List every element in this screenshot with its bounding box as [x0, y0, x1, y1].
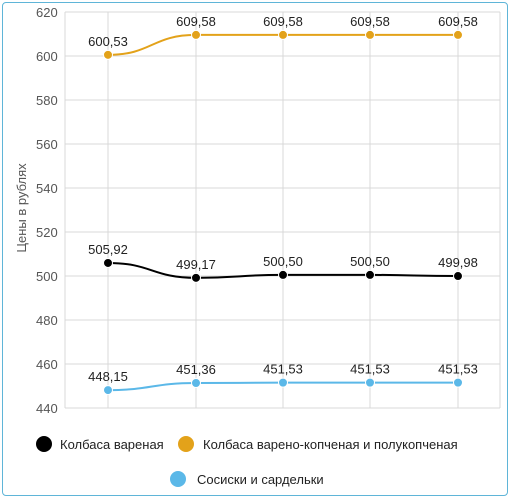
series-3: 448,15 451,36 451,53 451,53 451,53	[88, 362, 478, 396]
data-point[interactable]	[103, 257, 113, 268]
data-label: 609,58	[263, 14, 303, 29]
y-tick-label: 500	[36, 269, 58, 284]
data-label: 451,36	[176, 362, 216, 377]
series-lines: 505,92 499,17 500,50 500,50 499,98 600,53 609,…	[88, 14, 478, 396]
data-point[interactable]	[191, 29, 201, 40]
legend[interactable]: Колбаса вареная Колбаса варено-копченая и…	[36, 436, 458, 487]
data-point[interactable]	[278, 269, 288, 280]
data-label: 499,17	[176, 257, 216, 272]
y-tick-label: 460	[36, 357, 58, 372]
y-tick-label: 520	[36, 225, 58, 240]
data-label: 609,58	[176, 14, 216, 29]
chart-frame	[2, 2, 508, 496]
data-label: 451,53	[438, 362, 478, 377]
grid-lines	[64, 11, 501, 409]
data-point[interactable]	[278, 29, 288, 40]
legend-marker	[36, 436, 52, 452]
data-label: 609,58	[350, 14, 390, 29]
data-point[interactable]	[278, 377, 288, 388]
data-label: 609,58	[438, 14, 478, 29]
data-point[interactable]	[453, 377, 463, 388]
series-2: 600,53 609,58 609,58 609,58 609,58	[88, 14, 478, 60]
legend-item[interactable]: Колбаса вареная	[36, 436, 164, 452]
data-point[interactable]	[191, 272, 201, 283]
data-label: 448,15	[88, 369, 128, 384]
data-point[interactable]	[103, 49, 113, 60]
data-point[interactable]	[191, 378, 201, 389]
data-label: 505,92	[88, 242, 128, 257]
data-point[interactable]	[453, 29, 463, 40]
data-label: 500,50	[350, 254, 390, 269]
legend-label: Колбаса вареная	[60, 437, 164, 452]
data-point[interactable]	[365, 29, 375, 40]
y-axis-ticks: 440 460 480 500 520 540 560 580 600 620	[36, 5, 58, 416]
data-label: 451,53	[263, 362, 303, 377]
legend-marker	[178, 436, 194, 452]
legend-item[interactable]: Колбаса варено-копченая и полукопченая	[178, 436, 458, 452]
y-tick-label: 440	[36, 401, 58, 416]
y-tick-label: 620	[36, 5, 58, 20]
data-label: 499,98	[438, 255, 478, 270]
data-point[interactable]	[453, 271, 463, 282]
y-tick-label: 580	[36, 93, 58, 108]
legend-label: Колбаса варено-копченая и полукопченая	[203, 437, 458, 452]
y-tick-label: 560	[36, 137, 58, 152]
y-tick-label: 540	[36, 181, 58, 196]
legend-item[interactable]: Сосиски и сардельки	[170, 471, 324, 487]
legend-label: Сосиски и сардельки	[197, 472, 324, 487]
y-tick-label: 600	[36, 49, 58, 64]
y-axis-label: Цены в рублях	[14, 163, 29, 253]
legend-marker	[170, 471, 186, 487]
data-point[interactable]	[365, 377, 375, 388]
series-1: 505,92 499,17 500,50 500,50 499,98	[88, 242, 478, 283]
data-label: 451,53	[350, 362, 390, 377]
data-label: 600,53	[88, 34, 128, 49]
data-label: 500,50	[263, 254, 303, 269]
data-point[interactable]	[365, 269, 375, 280]
data-point[interactable]	[103, 385, 113, 396]
y-tick-label: 480	[36, 313, 58, 328]
